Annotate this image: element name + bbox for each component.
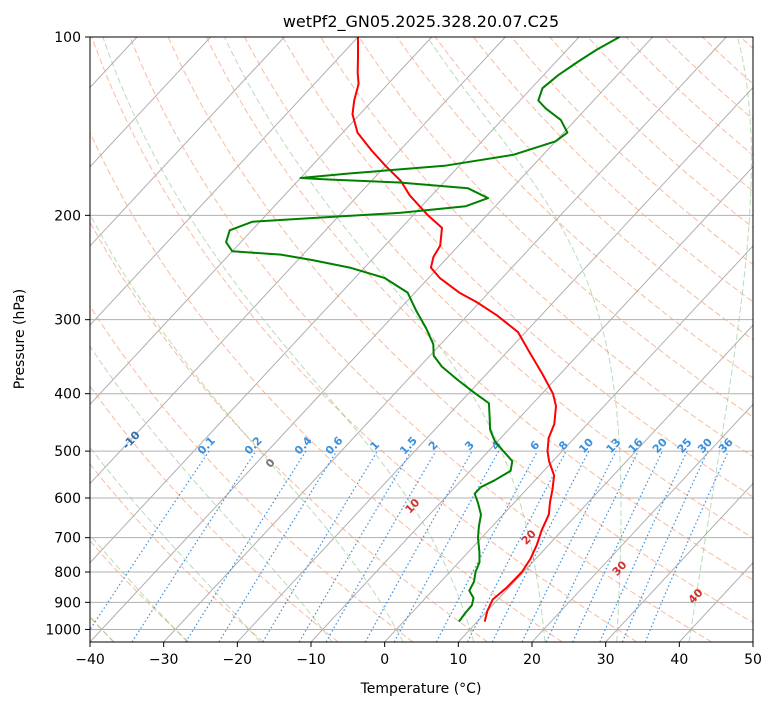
dry-adiabat-line (90, 305, 414, 642)
y-tick-label: 1000 (45, 622, 81, 638)
x-tick-label: −40 (75, 652, 105, 668)
y-tick-label: 400 (54, 387, 81, 403)
dry-adiabat-line (205, 37, 753, 581)
x-tick-label: −20 (223, 652, 253, 668)
dry-adiabat-line (90, 131, 563, 642)
isotherm-line (90, 37, 433, 406)
isotherm-line (90, 37, 285, 247)
temperature-profile-line (351, 37, 557, 622)
isotherm-line (163, 37, 727, 642)
dewpoint-profile-line (225, 37, 620, 623)
isotherm-line (236, 86, 753, 642)
moist-adiabat-line (90, 213, 404, 642)
y-tick-label: 600 (54, 491, 81, 507)
mixing-ratio-lines (90, 450, 729, 642)
mixing-ratio-line (262, 450, 378, 642)
mixing-ratio-line (185, 450, 307, 642)
sounding-series (225, 37, 620, 623)
y-axis-title: Pressure (hPa) (12, 289, 28, 389)
dry-adiabat-line (167, 37, 753, 624)
moist-adiabat-line (90, 446, 261, 642)
moist-adiabat-line (688, 37, 752, 642)
y-tick-label: 500 (54, 444, 81, 460)
dry-adiabat-lines (90, 37, 753, 642)
x-tick-label: −30 (149, 652, 179, 668)
mixing-ratio-line (393, 450, 500, 642)
mixing-ratio-line (298, 450, 412, 642)
mixing-ratio-line (621, 450, 709, 642)
plot-background (90, 37, 753, 642)
isotherm-line (457, 324, 753, 642)
mixing-ratio-line (521, 450, 617, 642)
mixing-ratio-line (218, 450, 338, 642)
moist-adiabat-line (426, 37, 622, 642)
x-tick-label: 30 (597, 652, 615, 668)
isotherm-line (90, 37, 359, 326)
isotherm-line (90, 37, 580, 564)
dry-adiabat-line (625, 37, 753, 156)
y-tick-label: 300 (54, 313, 81, 329)
x-tick-label: 10 (449, 652, 467, 668)
x-tick-label: 0 (380, 652, 389, 668)
y-tick-label: 100 (54, 30, 81, 46)
mixing-ratio-line (325, 450, 437, 642)
x-tick-label: −10 (296, 652, 326, 668)
dry-adiabat-line (244, 37, 753, 539)
dry-adiabat-line (91, 37, 638, 642)
isotherm-line (531, 403, 753, 642)
x-axis-ticks: −40 −30 −20 −10 0 10 20 30 40 50 (75, 642, 762, 668)
dry-adiabat-line (282, 37, 753, 498)
dry-adiabat-line (90, 463, 264, 642)
dry-adiabat-line (358, 37, 753, 418)
mixing-ratio-line (364, 450, 473, 642)
x-tick-label: 40 (670, 652, 688, 668)
moist-adiabat-line (90, 345, 333, 642)
mixing-ratio-line (644, 450, 729, 642)
moist-adiabat-line (102, 37, 475, 642)
mixing-ratio-line (545, 450, 639, 642)
moist-adiabat-line (90, 534, 188, 642)
y-tick-label: 700 (54, 531, 81, 547)
y-tick-label: 900 (54, 595, 81, 611)
y-axis-ticks: 100 200 300 400 500 600 700 800 900 1000 (45, 30, 90, 638)
dry-adiabat-line (587, 37, 753, 192)
isotherm-line (90, 37, 506, 485)
dry-adiabat-line (129, 37, 712, 642)
isotherm-line (605, 482, 753, 642)
isotherm-line (90, 37, 212, 168)
dry-adiabat-line (320, 37, 753, 458)
x-tick-label: 50 (744, 652, 762, 668)
mixing-ratio-line (572, 450, 664, 642)
y-tick-label: 200 (54, 208, 81, 224)
y-tick-label: 800 (54, 565, 81, 581)
x-axis-title: Temperature (°C) (360, 681, 482, 697)
chart-title: wetPf2_GN05.2025.328.20.07.C25 (283, 12, 559, 32)
dry-adiabat-line (396, 37, 753, 379)
plot-frame (89, 36, 754, 643)
x-tick-label: 20 (523, 652, 541, 668)
mixing-ratio-line (599, 450, 688, 642)
